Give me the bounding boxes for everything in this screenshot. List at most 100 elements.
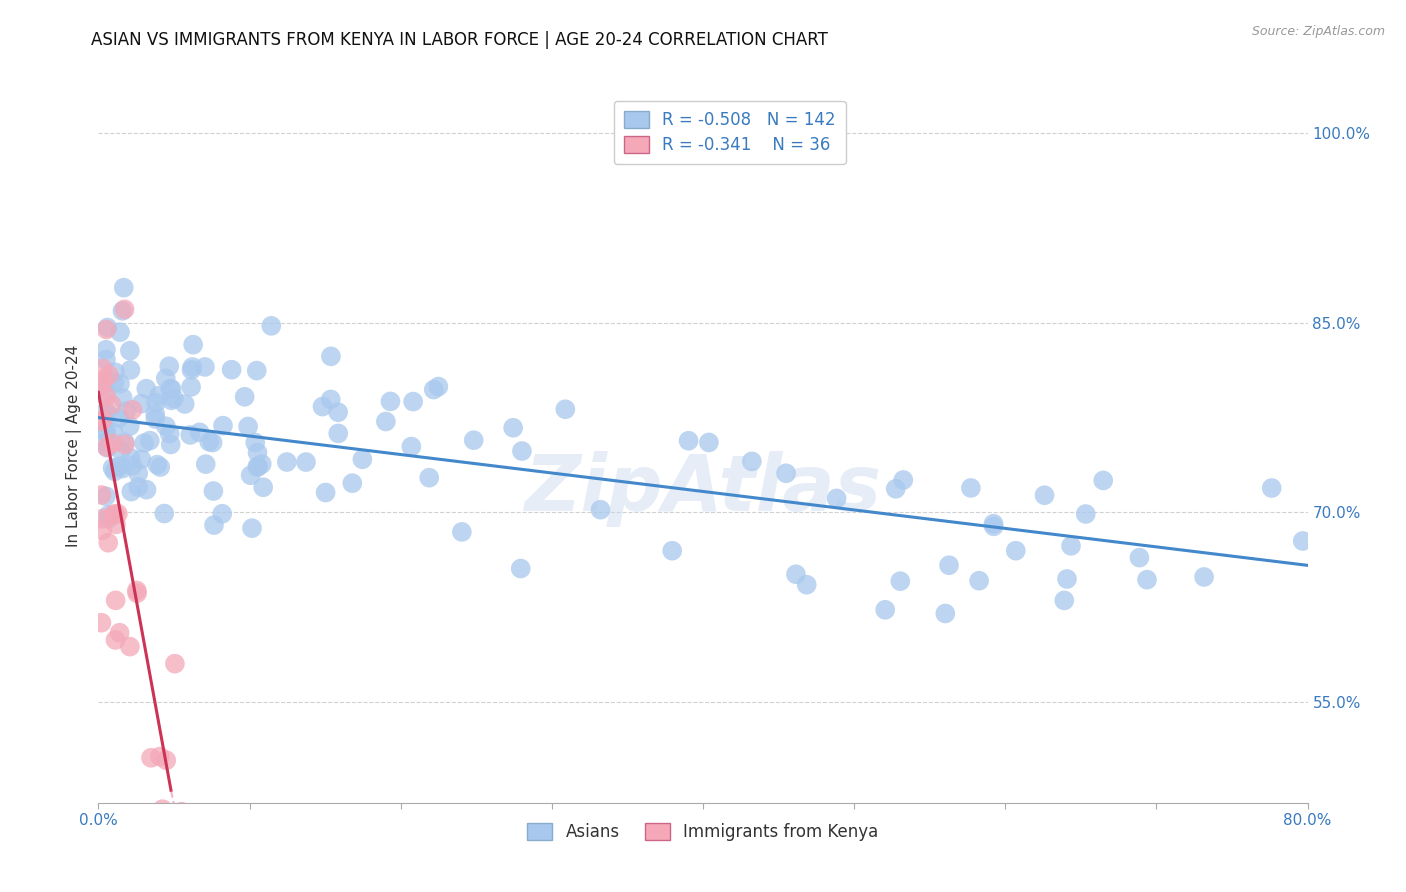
Point [1056, 572, 1078, 586]
Point [94, 425, 117, 439]
Point [179, 428, 201, 442]
Point [155, 753, 177, 767]
Point [678, 434, 700, 448]
Point [427, 379, 450, 393]
Point [120, 484, 142, 499]
Point [328, 426, 350, 441]
Point [159, 382, 181, 396]
Point [198, 434, 221, 449]
Point [118, 640, 141, 654]
Point [173, 397, 195, 411]
Point [114, 435, 136, 450]
Point [295, 455, 318, 469]
Point [111, 461, 134, 475]
Point [101, 436, 124, 450]
Point [155, 371, 177, 385]
Point [967, 574, 990, 588]
Point [1004, 543, 1026, 558]
Point [148, 389, 170, 403]
Point [120, 363, 142, 377]
Point [1060, 539, 1083, 553]
Point [181, 337, 204, 351]
Point [127, 480, 149, 494]
Point [112, 280, 135, 294]
Point [509, 561, 531, 575]
Point [422, 383, 444, 397]
Point [697, 435, 720, 450]
Point [246, 445, 269, 459]
Point [510, 444, 533, 458]
Point [114, 302, 136, 317]
Point [145, 395, 167, 409]
Point [1053, 593, 1076, 607]
Point [139, 434, 162, 448]
Point [97, 512, 120, 526]
Point [891, 473, 914, 487]
Point [319, 349, 342, 363]
Point [311, 400, 333, 414]
Point [107, 507, 129, 521]
Point [934, 607, 956, 621]
Point [236, 419, 259, 434]
Point [884, 482, 907, 496]
Point [326, 405, 349, 419]
Point [889, 574, 911, 589]
Point [98, 368, 121, 382]
Point [450, 524, 472, 539]
Point [125, 583, 148, 598]
Point [131, 396, 153, 410]
Point [108, 325, 131, 339]
Point [502, 421, 524, 435]
Point [149, 749, 172, 764]
Point [1260, 481, 1282, 495]
Point [240, 521, 263, 535]
Text: Source: ZipAtlas.com: Source: ZipAtlas.com [1251, 25, 1385, 38]
Point [194, 359, 217, 374]
Point [155, 419, 177, 434]
Point [110, 443, 132, 458]
Point [120, 450, 142, 465]
Point [221, 362, 243, 376]
Point [352, 452, 374, 467]
Point [160, 382, 183, 396]
Point [139, 751, 162, 765]
Point [91, 361, 114, 376]
Point [180, 363, 202, 377]
Point [103, 376, 125, 390]
Point [402, 394, 425, 409]
Point [94, 385, 117, 400]
Point [239, 468, 262, 483]
Point [104, 507, 127, 521]
Point [90, 512, 112, 526]
Point [135, 382, 157, 396]
Point [418, 471, 440, 485]
Point [90, 380, 112, 394]
Point [1128, 550, 1150, 565]
Point [938, 558, 960, 573]
Point [245, 435, 267, 450]
Point [825, 491, 848, 506]
Point [194, 457, 217, 471]
Point [127, 467, 149, 481]
Legend: Asians, Immigrants from Kenya: Asians, Immigrants from Kenya [520, 816, 886, 848]
Point [153, 507, 176, 521]
Point [94, 404, 117, 418]
Point [111, 391, 134, 405]
Point [246, 363, 269, 377]
Point [104, 632, 127, 647]
Point [252, 480, 274, 494]
Point [101, 461, 124, 475]
Point [233, 390, 256, 404]
Point [1092, 474, 1115, 488]
Point [94, 376, 117, 390]
Point [97, 508, 120, 522]
Text: ASIAN VS IMMIGRANTS FROM KENYA IN LABOR FORCE | AGE 20-24 CORRELATION CHART: ASIAN VS IMMIGRANTS FROM KENYA IN LABOR … [91, 31, 828, 49]
Point [170, 805, 193, 819]
Point [1074, 507, 1097, 521]
Point [104, 593, 127, 607]
Point [401, 440, 423, 454]
Point [661, 543, 683, 558]
Point [380, 394, 402, 409]
Point [159, 437, 181, 451]
Point [315, 485, 337, 500]
